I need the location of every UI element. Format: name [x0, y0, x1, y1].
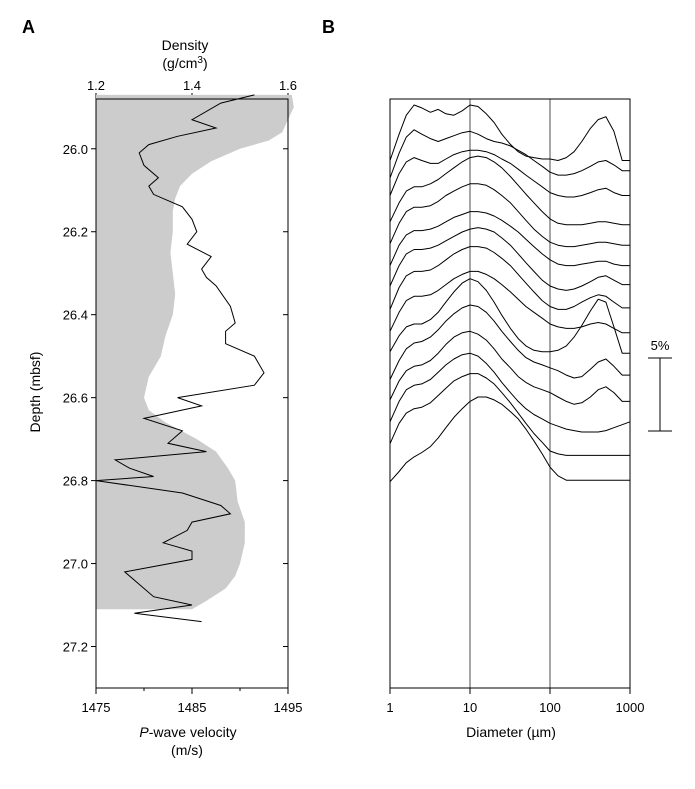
density-tick-label: 1.4 — [183, 78, 201, 93]
density-unit-sup: 3 — [197, 55, 203, 66]
depth-tick-label: 27.0 — [63, 557, 88, 572]
velocity-tick-group: 1475 1485 1495 — [82, 688, 303, 715]
grain-size-curve — [389, 270, 630, 334]
density-tick-label: 1.2 — [87, 78, 105, 93]
density-unit-end: ) — [203, 55, 208, 71]
depth-tick-label: 26.0 — [63, 142, 88, 157]
density-tick-label: 1.6 — [279, 78, 297, 93]
panel-b-label: B — [322, 17, 335, 37]
density-unit-base: (g/cm — [162, 55, 197, 71]
grain-size-curve — [389, 396, 630, 483]
velocity-title-rest: -wave velocity — [149, 724, 237, 740]
panel-a-label: A — [22, 17, 35, 37]
diameter-tick-label: 1000 — [616, 700, 645, 715]
velocity-line — [95, 94, 265, 623]
grain-size-curves — [389, 104, 631, 483]
grain-size-curve — [389, 227, 630, 291]
panel-a: Density (g/cm3) 1.2 1.4 1.6 26.026.226.426… — [27, 37, 302, 758]
grain-size-curve — [389, 129, 630, 179]
grain-size-curve — [389, 155, 630, 226]
diameter-tick-label: 10 — [463, 700, 477, 715]
velocity-axis-title: P-wave velocity — [139, 724, 236, 740]
panel-b: 1 10 100 1000 Diameter (µm) 5% — [386, 98, 672, 740]
density-axis-unit: (g/cm3) — [162, 55, 207, 71]
diameter-tick-label: 100 — [539, 700, 561, 715]
density-area — [96, 94, 294, 610]
scale-bar: 5% — [648, 338, 672, 432]
grain-size-curve — [389, 246, 630, 310]
density-axis-title: Density — [162, 37, 209, 53]
density-tick-group: 1.2 1.4 1.6 — [87, 78, 297, 99]
velocity-tick-label: 1475 — [82, 700, 111, 715]
diameter-axis-title: Diameter (µm) — [466, 724, 556, 740]
depth-tick-label: 26.4 — [63, 308, 88, 323]
grain-size-curve — [389, 330, 630, 405]
depth-tick-label: 26.2 — [63, 225, 88, 240]
depth-tick-label: 26.6 — [63, 391, 88, 406]
reference-lines — [469, 99, 551, 688]
depth-tick-label: 26.8 — [63, 474, 88, 489]
velocity-axis-unit: (m/s) — [171, 742, 203, 758]
velocity-tick-label: 1485 — [178, 700, 207, 715]
scale-bar-label: 5% — [651, 338, 670, 353]
depth-tick-label: 27.2 — [63, 640, 88, 655]
grain-size-curve — [389, 183, 630, 248]
depth-axis-title: Depth (mbsf) — [27, 352, 43, 433]
grain-size-curve — [389, 149, 630, 198]
velocity-title-italic: P — [139, 724, 149, 740]
grain-size-curve — [389, 373, 630, 456]
depth-tick-group: 26.0 26.2 26.4 26.6 26.8 27.0 27.2 — [63, 142, 288, 655]
velocity-tick-label: 1495 — [274, 700, 303, 715]
diameter-tick-label: 1 — [386, 700, 393, 715]
grain-size-curve — [389, 104, 630, 161]
grain-size-curve — [389, 304, 630, 380]
grain-size-curve — [389, 278, 630, 354]
panel-b-frame — [389, 98, 631, 689]
grain-size-curve — [389, 211, 630, 267]
grain-size-curve — [389, 352, 631, 433]
diameter-tick-group: 1 10 100 1000 — [386, 688, 644, 715]
